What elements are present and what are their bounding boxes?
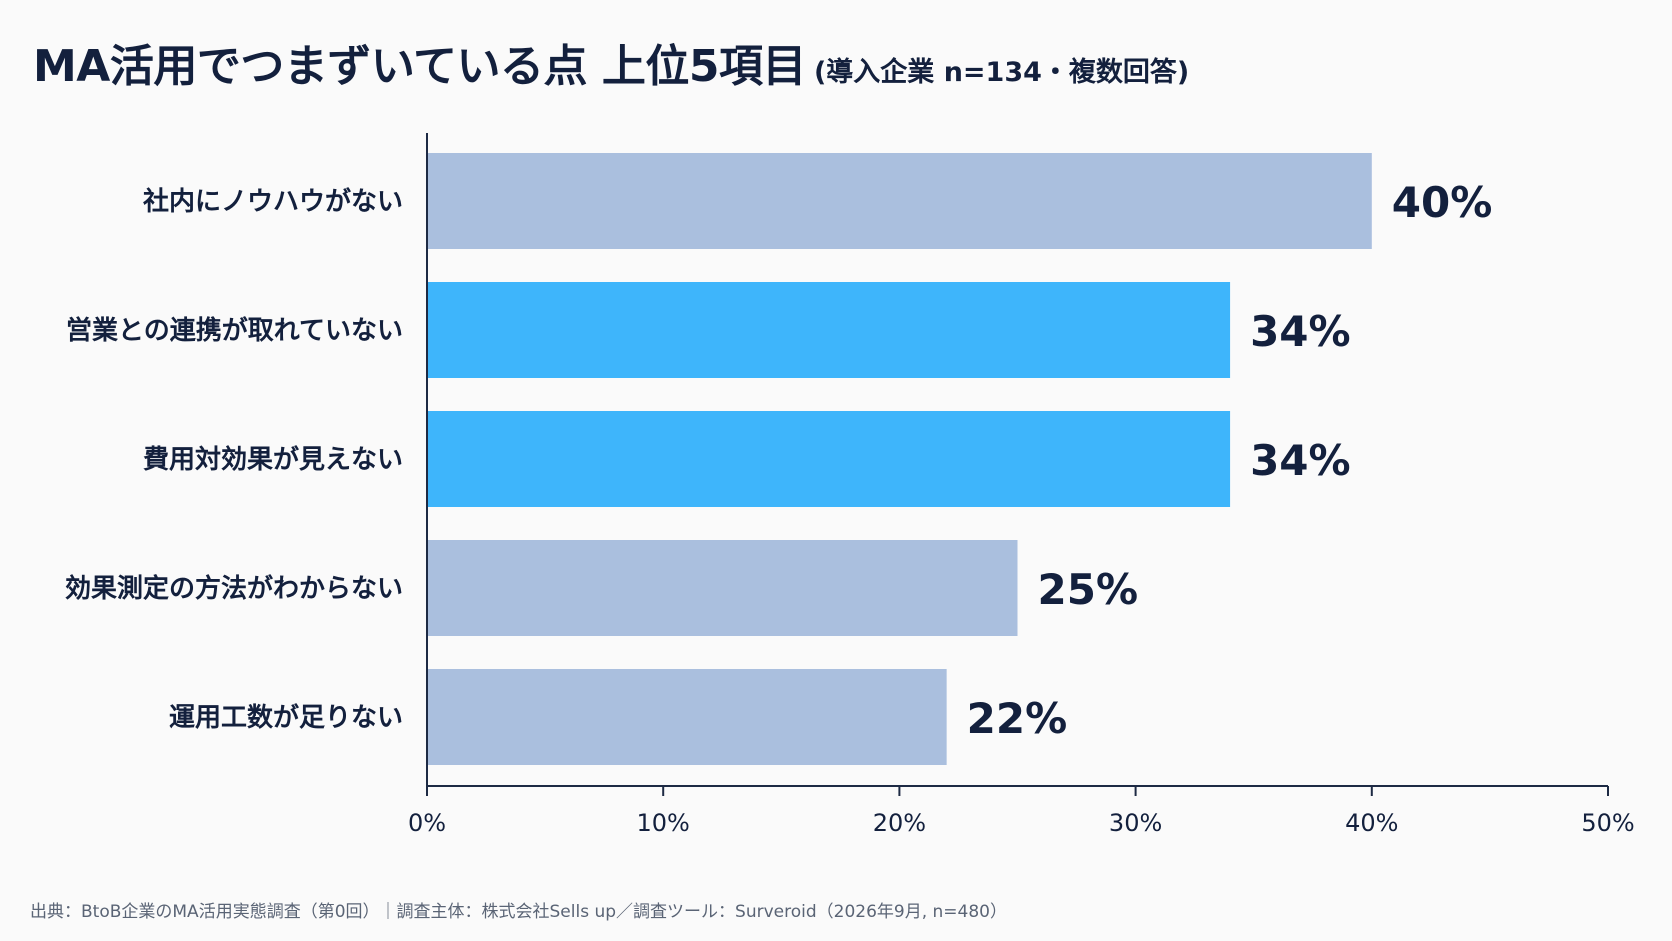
x-tick-label: 40% — [1345, 809, 1398, 837]
bar — [427, 669, 947, 765]
category-label: 費用対効果が見えない — [143, 444, 403, 475]
bar — [427, 411, 1231, 507]
bar — [427, 282, 1231, 378]
chart-subtitle: (導入企業 n=134・複数回答) — [813, 57, 1190, 88]
value-label: 25% — [1038, 565, 1139, 614]
x-tick-label: 0% — [408, 809, 446, 837]
category-label: 運用工数が足りない — [169, 702, 403, 733]
bar — [427, 540, 1018, 636]
x-tick-label: 50% — [1581, 809, 1634, 837]
category-label: 効果測定の方法がわからない — [65, 573, 403, 604]
chart-title-row: MA活用でつまずいている点 上位5項目 (導入企業 n=134・複数回答) — [33, 30, 1189, 94]
category-label: 営業との連携が取れていない — [66, 315, 403, 346]
x-tick-label: 30% — [1109, 809, 1162, 837]
category-label: 社内にノウハウがない — [143, 186, 403, 217]
value-label: 34% — [1250, 436, 1351, 485]
value-label: 34% — [1250, 307, 1351, 356]
x-tick-label: 20% — [873, 809, 926, 837]
x-tick-label: 10% — [637, 809, 690, 837]
value-label: 22% — [967, 694, 1068, 743]
bar — [427, 153, 1372, 249]
value-label: 40% — [1392, 178, 1493, 227]
chart-title: MA活用でつまずいている点 上位5項目 — [33, 41, 806, 92]
source-footnote: 出典：BtoB企業のMA活用実態調査（第0回）｜調査主体：株式会社Sells u… — [30, 902, 1007, 922]
